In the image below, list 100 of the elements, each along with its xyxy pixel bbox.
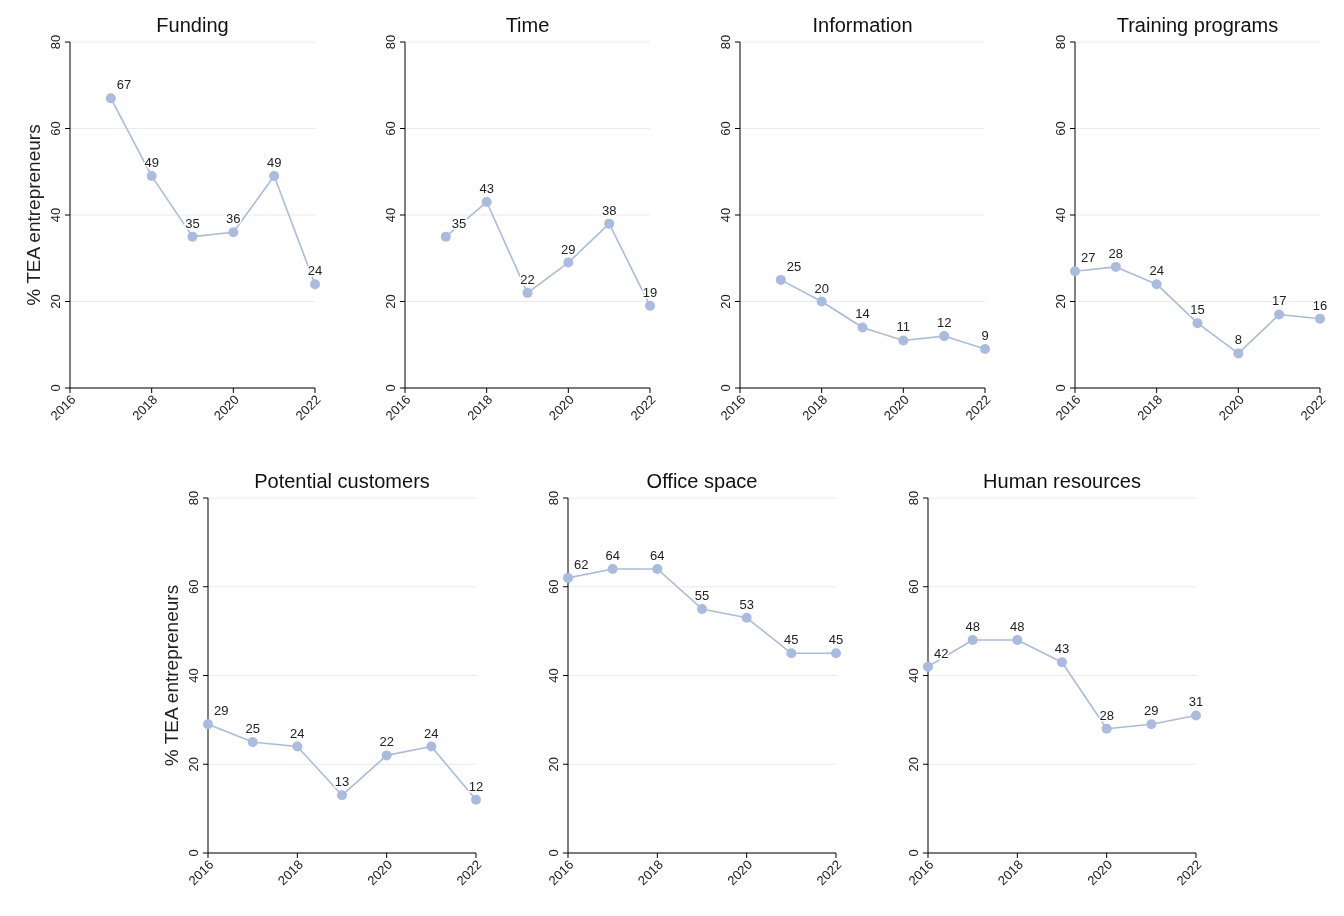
point: [426, 741, 437, 752]
y-axis-title: % TEA entrepreneurs: [161, 584, 182, 767]
point: [247, 737, 258, 748]
data-label: 38: [601, 202, 617, 218]
y-tick-label: 20: [48, 294, 63, 309]
point: [471, 794, 481, 805]
y-tick-label: 40: [906, 668, 921, 683]
data-label: 15: [1190, 302, 1205, 318]
data-label: 67: [116, 77, 132, 93]
point: [607, 564, 618, 574]
data-label: 55: [694, 587, 710, 603]
y-tick-label: 20: [1053, 294, 1068, 309]
y-tick-label: 0: [546, 849, 561, 857]
y-tick-label: 80: [1053, 34, 1068, 50]
point: [697, 603, 707, 614]
chart-title: Office space: [646, 470, 758, 492]
data-label: 28: [1108, 245, 1124, 261]
data-label: 53: [739, 596, 754, 612]
point: [563, 572, 573, 583]
data-label: 49: [144, 155, 159, 171]
data-label: 25: [786, 258, 802, 274]
point: [923, 661, 933, 672]
data-label: 43: [479, 181, 494, 197]
chart-title: Human resources: [983, 470, 1141, 492]
point: [1191, 710, 1201, 721]
y-tick-label: 0: [906, 849, 921, 857]
y-tick-label: 60: [718, 121, 733, 136]
data-label: 27: [1081, 250, 1096, 266]
y-tick-label: 20: [383, 294, 398, 309]
point: [775, 274, 786, 285]
y-tick-label: 40: [546, 668, 561, 683]
y-tick-label: 20: [186, 757, 201, 772]
point: [1012, 635, 1023, 645]
data-label: 22: [520, 271, 535, 287]
point: [1274, 309, 1285, 320]
y-tick-label: 80: [48, 34, 63, 50]
y-tick-label: 80: [383, 34, 398, 50]
y-tick-label: 0: [48, 384, 63, 392]
point: [1057, 657, 1067, 668]
y-tick-label: 20: [906, 757, 921, 772]
point: [1315, 313, 1325, 324]
y-tick-label: 20: [546, 757, 561, 772]
chart-title: Training programs: [1116, 14, 1279, 36]
data-label: 25: [245, 721, 260, 737]
y-tick-label: 60: [186, 579, 201, 594]
point: [980, 344, 990, 355]
y-tick-label: 0: [383, 384, 398, 392]
y-tick-label: 40: [48, 207, 63, 223]
point: [857, 322, 868, 333]
point: [146, 171, 157, 182]
data-label: 45: [784, 632, 799, 648]
data-label: 36: [226, 211, 241, 227]
point: [604, 218, 615, 229]
data-label: 12: [468, 778, 484, 794]
data-label: 35: [185, 215, 200, 231]
point: [939, 331, 950, 342]
data-label: 62: [574, 556, 589, 572]
y-tick-label: 80: [718, 34, 733, 50]
data-label: 17: [1271, 293, 1287, 309]
data-label: 12: [936, 315, 952, 331]
data-label: 43: [1054, 641, 1070, 657]
chart-title: Information: [812, 14, 913, 36]
y-tick-label: 40: [718, 207, 733, 223]
point: [522, 287, 533, 298]
y-tick-label: 80: [906, 490, 921, 506]
point: [1192, 318, 1203, 329]
y-tick-label: 40: [186, 668, 201, 683]
data-label: 28: [1099, 707, 1114, 723]
data-label: 49: [266, 155, 282, 171]
data-label: 14: [855, 306, 870, 322]
point: [786, 648, 797, 659]
data-label: 16: [1312, 297, 1328, 313]
y-tick-label: 20: [718, 294, 733, 309]
y-tick-label: 40: [1053, 207, 1068, 223]
data-label: 64: [605, 548, 620, 563]
data-label: 24: [307, 263, 323, 279]
y-tick-label: 40: [383, 207, 398, 223]
data-label: 48: [1010, 619, 1025, 634]
point: [105, 93, 116, 104]
point: [203, 719, 213, 730]
data-label: 29: [1144, 703, 1159, 719]
data-label: 29: [214, 703, 229, 719]
y-tick-label: 60: [906, 579, 921, 594]
data-label: 24: [290, 725, 305, 741]
y-tick-label: 60: [383, 121, 398, 136]
point: [831, 648, 841, 659]
point: [1151, 279, 1162, 290]
point: [898, 335, 909, 346]
data-label: 22: [379, 734, 394, 750]
y-tick-label: 60: [48, 121, 63, 136]
data-label: 35: [451, 215, 467, 231]
y-tick-label: 0: [718, 384, 733, 392]
data-label: 19: [642, 284, 658, 300]
data-label: 11: [896, 319, 911, 335]
data-label: 9: [981, 328, 989, 344]
point: [337, 790, 347, 801]
y-tick-label: 60: [546, 579, 561, 594]
point: [563, 257, 574, 268]
data-label: 29: [561, 241, 576, 257]
point: [228, 227, 239, 238]
